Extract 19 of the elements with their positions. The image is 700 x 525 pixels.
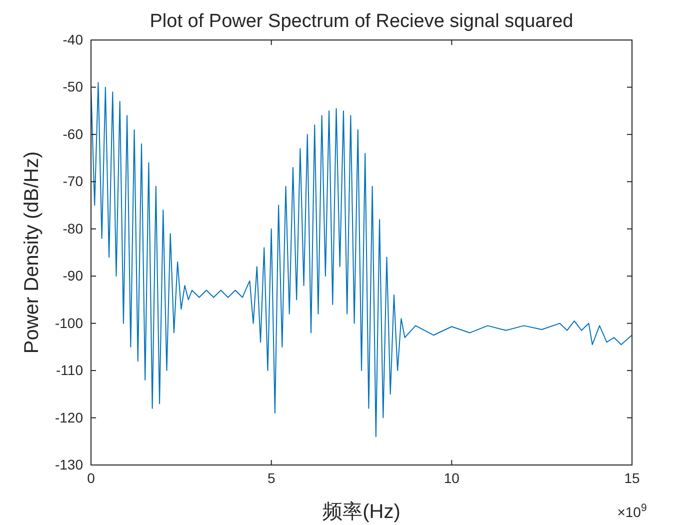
y-tick-label: -110: [56, 362, 84, 378]
x-tick-label: 15: [624, 470, 640, 486]
y-axis-title: Power Density (dB/Hz): [21, 151, 43, 354]
x-axis-title: 频率(Hz): [322, 501, 400, 523]
y-tick-label: -70: [62, 173, 84, 190]
y-tick-label: -130: [54, 456, 84, 472]
y-tick-label: -50: [62, 78, 84, 95]
text: ×10$^{9}$: [617, 502, 647, 520]
y-tick-label: -40: [62, 31, 84, 48]
x-tick-label: 0: [87, 470, 96, 486]
y-tick-label: -60: [62, 126, 84, 142]
y-tick-label: -80: [62, 220, 84, 236]
y-tick-label: -100: [54, 314, 84, 331]
line-series: [90, 82, 632, 438]
x-tick-label: 10: [444, 470, 460, 486]
chart-title: Plot of Power Spectrum of Recieve signal squared: [150, 11, 574, 32]
x-tick-label: 5: [267, 470, 276, 486]
y-tick-label: -120: [54, 409, 84, 426]
y-tick-label: -90: [62, 268, 84, 284]
